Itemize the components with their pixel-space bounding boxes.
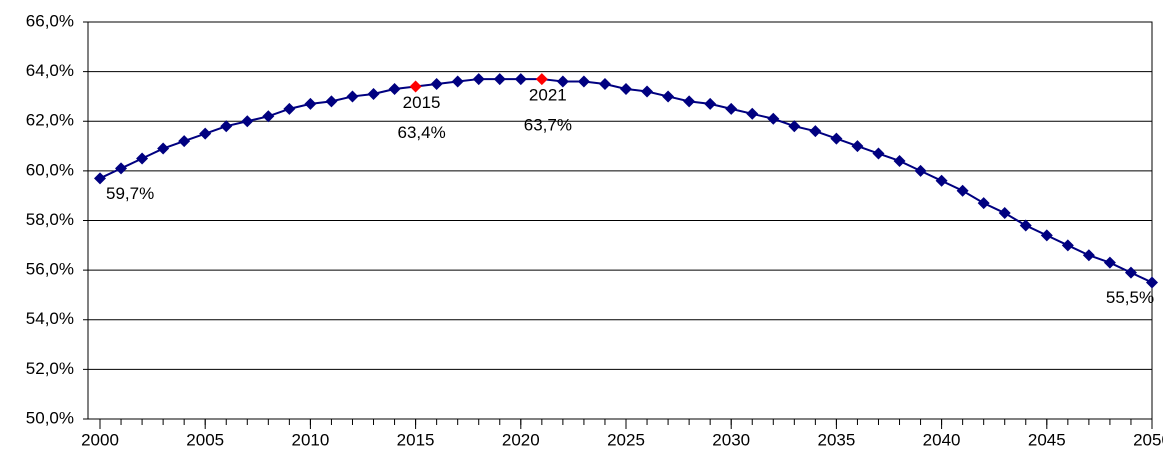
marker <box>1019 219 1032 232</box>
value-label: 59,7% <box>106 184 154 203</box>
point-year-label: 2021 <box>529 86 567 105</box>
marker <box>283 102 296 115</box>
marker <box>115 162 128 175</box>
marker <box>956 184 969 197</box>
x-tick-label: 2010 <box>291 430 329 449</box>
marker <box>746 107 759 120</box>
marker <box>914 164 927 177</box>
marker <box>851 140 864 153</box>
marker <box>304 97 317 110</box>
marker <box>199 127 212 140</box>
marker <box>577 75 590 88</box>
y-tick-label: 62,0% <box>26 111 74 130</box>
x-tick-label: 2025 <box>607 430 645 449</box>
marker <box>809 125 822 138</box>
y-tick-label: 64,0% <box>26 61 74 80</box>
value-label: 63,7% <box>524 116 572 135</box>
marker <box>704 97 717 110</box>
marker <box>998 207 1011 220</box>
marker <box>935 174 948 187</box>
marker <box>598 78 611 91</box>
marker <box>409 80 422 93</box>
marker <box>830 132 843 145</box>
x-tick-label: 2030 <box>712 430 750 449</box>
marker <box>1103 256 1116 269</box>
marker <box>556 75 569 88</box>
marker <box>472 73 485 86</box>
marker <box>220 120 233 133</box>
y-tick-label: 52,0% <box>26 359 74 378</box>
marker <box>325 95 338 108</box>
x-tick-label: 2045 <box>1028 430 1066 449</box>
marker <box>178 135 191 148</box>
marker <box>430 78 443 91</box>
marker <box>493 73 506 86</box>
x-tick-label: 2000 <box>81 430 119 449</box>
marker <box>157 142 170 155</box>
x-tick-label: 2015 <box>397 430 435 449</box>
marker <box>620 82 632 95</box>
marker <box>535 73 548 86</box>
y-tick-label: 50,0% <box>26 408 74 427</box>
marker <box>788 120 801 133</box>
marker <box>94 172 106 185</box>
marker <box>514 73 527 86</box>
marker <box>641 85 654 98</box>
y-tick-label: 60,0% <box>26 160 74 179</box>
x-tick-label: 2050 <box>1133 430 1163 449</box>
marker <box>977 197 990 210</box>
y-tick-label: 58,0% <box>26 210 74 229</box>
marker <box>872 147 885 160</box>
marker <box>367 87 380 100</box>
marker <box>346 90 359 103</box>
marker <box>241 115 254 128</box>
x-tick-label: 2005 <box>186 430 224 449</box>
marker <box>767 112 780 125</box>
marker <box>725 102 738 115</box>
y-tick-label: 66,0% <box>26 11 74 30</box>
x-tick-label: 2020 <box>502 430 540 449</box>
x-tick-label: 2035 <box>817 430 855 449</box>
marker <box>388 82 401 95</box>
y-tick-label: 56,0% <box>26 260 74 279</box>
marker <box>662 90 675 103</box>
marker <box>1040 229 1053 242</box>
value-label: 63,4% <box>397 123 445 142</box>
marker <box>1124 266 1137 279</box>
marker <box>136 152 149 165</box>
marker <box>262 110 275 123</box>
point-year-label: 2015 <box>403 93 441 112</box>
marker <box>893 154 906 167</box>
marker <box>1146 276 1158 289</box>
y-tick-label: 54,0% <box>26 309 74 328</box>
x-tick-label: 2040 <box>923 430 961 449</box>
marker <box>683 95 696 108</box>
value-label: 55,5% <box>1106 288 1154 307</box>
marker <box>1082 249 1095 262</box>
marker <box>1061 239 1074 252</box>
marker <box>451 75 464 88</box>
